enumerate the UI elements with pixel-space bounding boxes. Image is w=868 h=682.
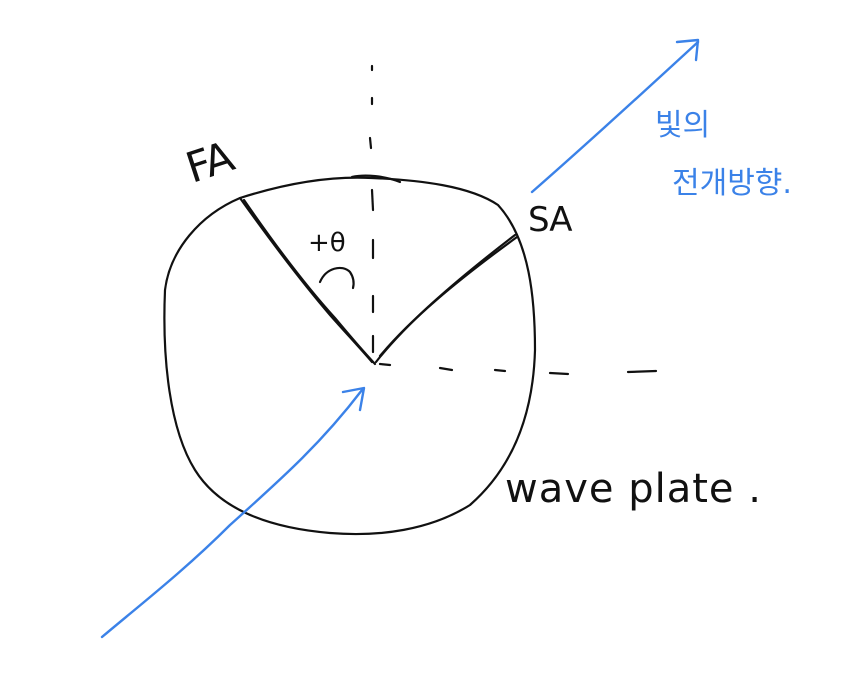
horizontal-dashed-line [378, 362, 658, 376]
wave-plate-circle [163, 176, 537, 536]
outgoing-arrowhead-icon [675, 38, 700, 62]
propagation-label-line1: 빛의 [655, 108, 711, 143]
slow-axis-label: SA [528, 200, 572, 240]
propagation-label-line2: 전개방향. [672, 166, 792, 201]
wave-plate-label: wave plate . [505, 466, 762, 512]
outgoing-light-ray [530, 40, 700, 194]
angle-arc [318, 266, 355, 290]
incoming-light-ray [100, 388, 364, 639]
fast-axis-line-overstroke [242, 198, 377, 366]
incoming-arrowhead-icon [341, 386, 366, 412]
circle-top-tick [350, 174, 402, 184]
angle-label: +θ [308, 228, 346, 258]
vertical-dotted-line [368, 64, 375, 354]
slow-axis-line-overstroke [378, 235, 519, 358]
